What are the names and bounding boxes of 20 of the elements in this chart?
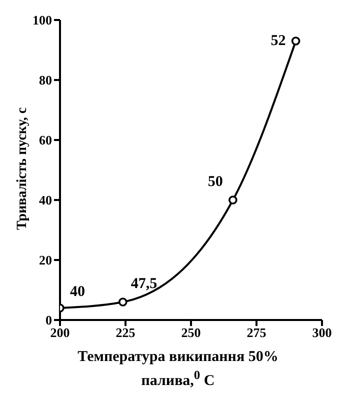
x-tick-label: 300: [312, 325, 332, 340]
x-axis-title: Температура википання 50% палива,$^{0}$ С: [76, 348, 280, 390]
annotation: 47,5: [130, 276, 158, 292]
y-tick-label: 0: [46, 312, 52, 328]
y-tick-label: 80: [39, 72, 52, 88]
y-axis-title: Тривалість пуску, с: [14, 107, 30, 230]
point: [291, 36, 300, 46]
y-tick-label: 60: [39, 132, 52, 148]
point: [228, 196, 238, 204]
x-tick-label: 250: [181, 325, 201, 340]
y-tick-label: 100: [32, 12, 52, 28]
x-tick-label: 200: [50, 325, 70, 340]
x-tick-label: 275: [246, 325, 267, 340]
x-tick-label: 225: [116, 325, 136, 340]
annotation: 52: [270, 33, 286, 49]
annotation: 40: [70, 284, 85, 300]
y-tick-label: 20: [39, 252, 52, 268]
point: [118, 298, 128, 306]
annotation: 50: [208, 174, 223, 190]
y-tick-label: 40: [39, 192, 52, 208]
